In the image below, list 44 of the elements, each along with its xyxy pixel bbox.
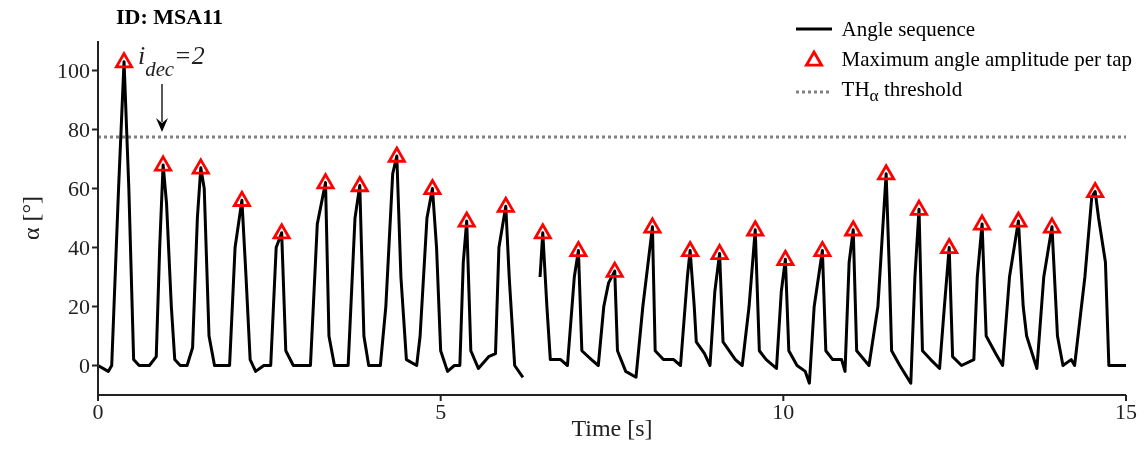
- point: [154, 155, 173, 172]
- point: [232, 190, 251, 207]
- point: [387, 146, 406, 163]
- point: [1086, 182, 1105, 199]
- point: [115, 52, 134, 69]
- point: [776, 249, 795, 266]
- point: [973, 214, 992, 231]
- point: [423, 179, 442, 196]
- point: [533, 223, 552, 240]
- point: [605, 261, 624, 278]
- point: [569, 241, 588, 258]
- x-axis-title: Time [s]: [571, 415, 653, 441]
- annotation: i$_{dec}$=2: [138, 41, 205, 80]
- x-tick-label: 5: [435, 398, 447, 424]
- point: [496, 196, 515, 213]
- point: [910, 199, 929, 216]
- x-tick-label: 10: [772, 398, 795, 424]
- point: [710, 244, 729, 260]
- point: [844, 220, 863, 237]
- point: [877, 164, 896, 181]
- point: [350, 176, 369, 193]
- legend-label: Maximum angle amplitude per tap: [841, 46, 1132, 73]
- point: [316, 173, 335, 190]
- y-tick-label: 80: [68, 117, 90, 143]
- legend-label: Angle sequence: [841, 16, 976, 43]
- point: [191, 158, 210, 175]
- point: [272, 223, 291, 240]
- point: [457, 211, 476, 228]
- legend-label: TH$_{α}$ threshold: [841, 76, 963, 108]
- point: [813, 241, 832, 258]
- point: [746, 220, 765, 237]
- point: [681, 241, 700, 258]
- chart-title: ID: MSA11: [116, 4, 223, 30]
- point: [940, 238, 959, 255]
- y-tick-label: 0: [79, 353, 90, 379]
- point: [643, 217, 662, 234]
- x-tick-label: 15: [1115, 398, 1137, 424]
- y-tick-label: 20: [68, 294, 90, 320]
- y-tick-label: 60: [68, 176, 90, 202]
- point: [1009, 211, 1028, 228]
- point: [1042, 217, 1061, 234]
- y-tick-label: 100: [57, 58, 90, 84]
- y-axis-title: α [°]: [17, 195, 44, 241]
- y-tick-label: 40: [68, 235, 90, 261]
